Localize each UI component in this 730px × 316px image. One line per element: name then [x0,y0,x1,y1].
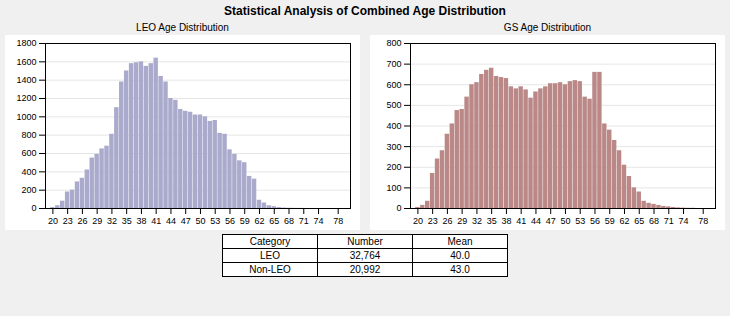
svg-text:47: 47 [181,216,191,226]
svg-text:29: 29 [92,216,102,226]
svg-text:26: 26 [77,216,87,226]
svg-text:23: 23 [63,216,73,226]
svg-text:1600: 1600 [16,57,36,67]
svg-text:44: 44 [166,216,176,226]
svg-text:200: 200 [21,185,36,195]
svg-text:35: 35 [122,216,132,226]
svg-text:59: 59 [240,216,250,226]
html-text:Non-LEO: Non-LEO [249,264,291,275]
svg-text:800: 800 [21,130,36,140]
svg-text:59: 59 [605,216,615,226]
svg-text:71: 71 [664,216,674,226]
html-text:43.0: 43.0 [450,264,470,275]
svg-text:26: 26 [442,216,452,226]
svg-text:32: 32 [107,216,117,226]
svg-text:68: 68 [649,216,659,226]
svg-text:74: 74 [679,216,689,226]
svg-text:50: 50 [560,216,570,226]
svg-text:32: 32 [472,216,482,226]
svg-text:65: 65 [634,216,644,226]
svg-text:0: 0 [31,203,36,213]
svg-text:600: 600 [386,80,401,90]
svg-text:44: 44 [531,216,541,226]
html-text:GS Age Distribution: GS Age Distribution [503,22,592,33]
svg-text:62: 62 [254,216,264,226]
svg-text:62: 62 [619,216,629,226]
svg-text:0: 0 [396,203,401,213]
svg-text:1000: 1000 [16,112,36,122]
svg-text:700: 700 [386,59,401,69]
svg-text:200: 200 [386,162,401,172]
html-text:40.0: 40.0 [450,250,470,261]
svg-text:500: 500 [386,100,401,110]
svg-text:1400: 1400 [16,75,36,85]
html-text:Mean: Mean [447,236,473,247]
svg-text:20: 20 [413,216,423,226]
html-text:32,764: 32,764 [349,250,381,261]
svg-text:20: 20 [48,216,58,226]
svg-text:50: 50 [195,216,205,226]
svg-text:23: 23 [428,216,438,226]
svg-text:74: 74 [314,216,324,226]
html-text:20,992: 20,992 [349,264,381,275]
svg-text:1800: 1800 [16,38,36,48]
svg-text:35: 35 [487,216,497,226]
svg-text:65: 65 [269,216,279,226]
svg-text:53: 53 [210,216,220,226]
svg-text:56: 56 [225,216,235,226]
svg-text:78: 78 [333,216,343,226]
svg-text:1200: 1200 [16,93,36,103]
svg-text:47: 47 [546,216,556,226]
svg-text:71: 71 [299,216,309,226]
svg-text:29: 29 [457,216,467,226]
svg-text:38: 38 [136,216,146,226]
svg-text:38: 38 [501,216,511,226]
svg-text:68: 68 [284,216,294,226]
html-text:Statistical Analysis of Combin: Statistical Analysis of Combined Age Dis… [224,4,506,18]
svg-text:400: 400 [386,121,401,131]
html-text:LEO: LEO [260,250,280,261]
svg-text:41: 41 [516,216,526,226]
svg-text:800: 800 [386,38,401,48]
svg-text:56: 56 [590,216,600,226]
html-text:LEO Age Distribution: LEO Age Distribution [136,22,229,33]
svg-text:300: 300 [386,142,401,152]
svg-text:600: 600 [21,148,36,158]
html-text:Category: Category [249,236,291,247]
svg-text:100: 100 [386,183,401,193]
html-text:Number: Number [347,236,383,247]
svg-text:53: 53 [575,216,585,226]
svg-text:400: 400 [21,167,36,177]
svg-text:78: 78 [698,216,708,226]
svg-text:41: 41 [151,216,161,226]
